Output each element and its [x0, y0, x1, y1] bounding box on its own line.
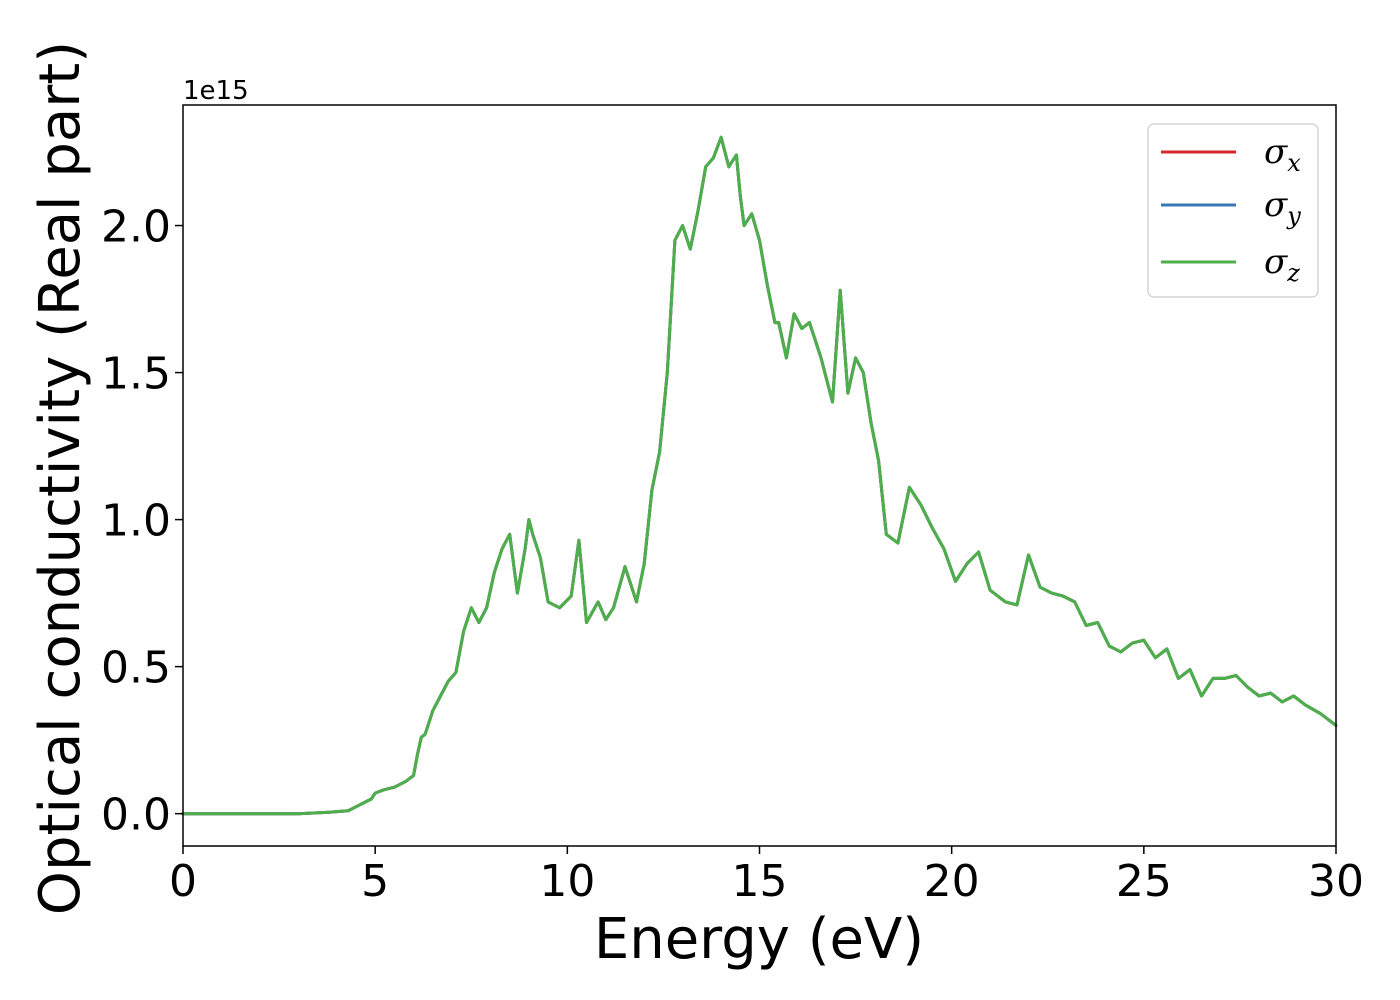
x-tick-label: 0	[169, 856, 197, 907]
series-layer	[181, 135, 1338, 816]
x-tick-label: 25	[1116, 856, 1172, 907]
x-tick-label: 30	[1308, 856, 1364, 907]
series-line-z	[181, 135, 1338, 816]
y-tick-label: 1.0	[101, 496, 171, 547]
y-tick-label: 1.5	[101, 349, 171, 400]
legend-label-z: σz	[1264, 242, 1300, 287]
y-offset-text: 1e15	[183, 76, 249, 106]
legend-box	[1147, 123, 1319, 298]
x-axis-ticks: 0 5 10 15 20 25 30	[169, 846, 1364, 907]
y-tick-label: 2.0	[101, 202, 171, 253]
legend-label-x: σx	[1264, 132, 1301, 177]
legend: σx σy σz	[1147, 123, 1319, 298]
x-tick-label: 5	[361, 856, 389, 907]
x-tick-label: 15	[732, 856, 788, 907]
x-tick-label: 20	[924, 856, 980, 907]
y-tick-label: 0.0	[101, 790, 171, 841]
y-axis-title: Optical conductivity (Real part)	[28, 41, 93, 915]
x-axis-title: Energy (eV)	[594, 907, 924, 972]
y-axis-ticks: 0.0 0.5 1.0 1.5 2.0	[101, 202, 183, 841]
legend-label-y: σy	[1264, 185, 1301, 230]
x-tick-label: 10	[539, 856, 595, 907]
y-tick-label: 0.5	[101, 643, 171, 694]
legend-items: σx σy σz	[1161, 132, 1301, 287]
